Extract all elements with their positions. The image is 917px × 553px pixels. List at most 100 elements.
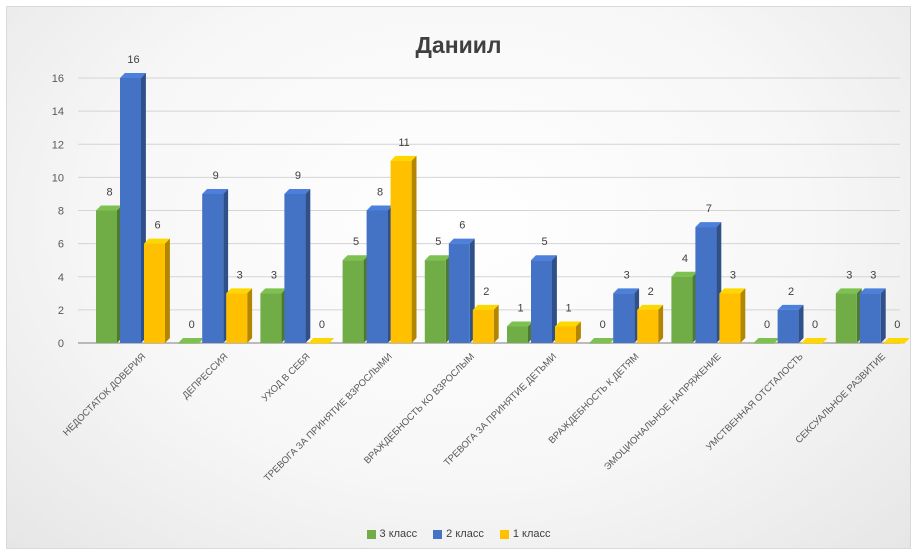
data-label: 0 [894, 319, 900, 331]
bar-top [366, 205, 393, 211]
bar [96, 210, 117, 343]
data-label: 6 [154, 220, 160, 232]
bar [342, 260, 364, 343]
bar [671, 276, 693, 343]
bar [424, 260, 446, 343]
bar-top [859, 288, 886, 294]
bar [202, 193, 224, 343]
bar-top [719, 288, 746, 294]
data-label: 0 [319, 319, 325, 331]
data-label: 1 [565, 302, 571, 314]
bar-top [637, 304, 664, 310]
bar [637, 309, 659, 343]
data-label: 3 [870, 269, 876, 281]
bar-top [96, 205, 122, 211]
y-tick-label: 4 [58, 272, 64, 284]
data-label: 2 [788, 286, 794, 298]
bar [144, 243, 165, 343]
data-label: 3 [271, 269, 277, 281]
data-label: 5 [541, 236, 547, 248]
legend-item: 1 класс [499, 528, 551, 540]
bar-top [507, 321, 533, 327]
y-tick-label: 6 [58, 239, 64, 251]
bar-top [144, 238, 170, 244]
data-label: 3 [237, 269, 243, 281]
bar-top [120, 73, 146, 78]
bar-top [777, 304, 804, 310]
bar-top [424, 255, 451, 261]
bar [555, 326, 576, 343]
bar [260, 293, 282, 343]
data-label: 11 [398, 137, 409, 149]
bar [695, 227, 717, 343]
chart-legend: 3 класс 2 класс 1 класс [0, 528, 917, 540]
bar [859, 293, 881, 343]
data-label: 3 [730, 269, 736, 281]
bar [178, 343, 200, 344]
bar-top [555, 321, 581, 327]
data-label: 9 [295, 170, 301, 182]
bar-side [165, 238, 170, 343]
bar-top [178, 338, 205, 343]
y-tick-label: 2 [58, 305, 64, 317]
bar-top [226, 288, 253, 294]
bar-top [589, 338, 616, 343]
bar [589, 343, 611, 344]
bar [719, 293, 741, 343]
bar-side [305, 188, 311, 343]
bar [753, 343, 775, 344]
data-label: 0 [812, 319, 818, 331]
x-tick-label: УМСТВЕННАЯ ОТСТАЛОСТЬ [704, 351, 805, 452]
y-tick-label: 14 [52, 106, 64, 118]
bar-side [552, 255, 557, 343]
data-label: 8 [377, 187, 383, 199]
x-tick-label: ДЕПРЕССИЯ [180, 351, 230, 401]
bar-side [576, 321, 581, 343]
bar-top [472, 304, 499, 310]
bar-side [740, 288, 746, 343]
data-label: 9 [213, 170, 219, 182]
bar-side [411, 155, 417, 343]
bar [835, 293, 857, 343]
data-label: 8 [106, 187, 112, 199]
data-label: 5 [435, 236, 441, 248]
legend-label: 1 класс [512, 528, 551, 540]
legend-swatch [499, 529, 509, 539]
bar-side [798, 304, 804, 343]
data-label: 2 [483, 286, 489, 298]
data-label: 16 [127, 54, 139, 66]
legend-swatch [366, 529, 376, 539]
x-tick-label: ТРЕВОГА ЗА ПРИНЯТИЕ ВЗРОСЛЫМИ [262, 351, 395, 484]
bar-top [284, 188, 311, 194]
bar-top [753, 338, 780, 343]
y-tick-label: 16 [52, 73, 64, 85]
data-label: 7 [706, 203, 712, 215]
bar-top [390, 155, 417, 161]
legend-item: 2 класс [433, 528, 484, 540]
bar [226, 293, 248, 343]
bar-side [658, 304, 664, 343]
data-label: 2 [648, 286, 654, 298]
bar-top [448, 238, 475, 244]
data-label: 4 [682, 253, 688, 265]
bar-side [880, 288, 886, 343]
bar [284, 193, 306, 343]
bar [531, 260, 552, 343]
bar-top [801, 338, 828, 343]
bar-top [835, 288, 862, 294]
data-label: 0 [189, 319, 195, 331]
bar [366, 210, 388, 343]
legend-item: 3 класс [366, 528, 417, 540]
legend-label: 2 класс [446, 528, 484, 540]
bar [390, 160, 412, 343]
bar-side [493, 304, 499, 343]
data-label: 0 [764, 319, 770, 331]
bar-top [260, 288, 287, 294]
bar-top [671, 271, 698, 277]
y-tick-label: 0 [58, 338, 64, 350]
bar-top [308, 338, 335, 343]
bar [308, 343, 330, 344]
data-label: 3 [624, 269, 630, 281]
data-label: 5 [353, 236, 359, 248]
